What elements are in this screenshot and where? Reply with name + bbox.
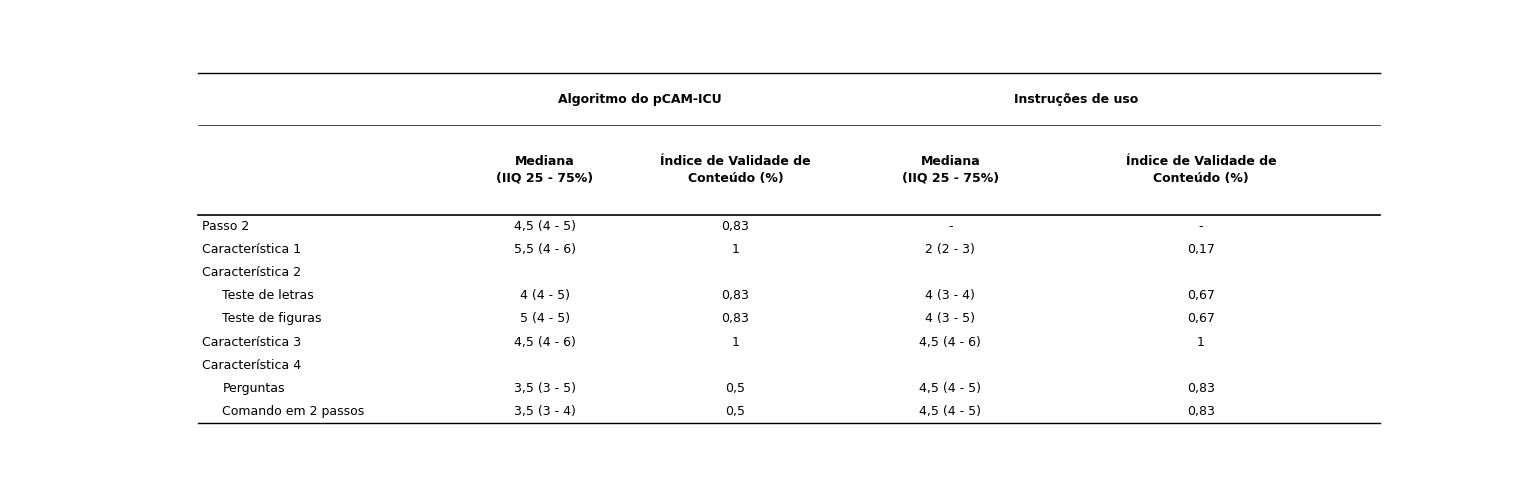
Text: Passo 2: Passo 2: [202, 220, 249, 233]
Text: Comando em 2 passos: Comando em 2 passos: [222, 405, 365, 418]
Text: Instruções de uso: Instruções de uso: [1013, 92, 1138, 106]
Text: 0,17: 0,17: [1187, 243, 1215, 256]
Text: 4,5 (4 - 5): 4,5 (4 - 5): [919, 382, 981, 395]
Text: 3,5 (3 - 5): 3,5 (3 - 5): [513, 382, 576, 395]
Text: 0,67: 0,67: [1187, 313, 1215, 325]
Text: 0,67: 0,67: [1187, 289, 1215, 302]
Text: 2 (2 - 3): 2 (2 - 3): [926, 243, 975, 256]
Text: -: -: [1198, 220, 1203, 233]
Text: Teste de letras: Teste de letras: [222, 289, 314, 302]
Text: Característica 3: Característica 3: [202, 335, 302, 348]
Text: 4 (3 - 4): 4 (3 - 4): [926, 289, 975, 302]
Text: Índice de Validade de
Conteúdo (%): Índice de Validade de Conteúdo (%): [661, 155, 812, 185]
Text: Teste de figuras: Teste de figuras: [222, 313, 322, 325]
Text: Característica 2: Característica 2: [202, 266, 302, 279]
Text: 5,5 (4 - 6): 5,5 (4 - 6): [513, 243, 576, 256]
Text: Algoritmo do pCAM-ICU: Algoritmo do pCAM-ICU: [557, 92, 722, 106]
Text: 4 (3 - 5): 4 (3 - 5): [926, 313, 975, 325]
Text: 1: 1: [732, 335, 739, 348]
Text: 0,83: 0,83: [722, 289, 750, 302]
Text: 0,5: 0,5: [725, 405, 745, 418]
Text: Mediana
(IIQ 25 - 75%): Mediana (IIQ 25 - 75%): [496, 155, 593, 185]
Text: 0,83: 0,83: [722, 313, 750, 325]
Text: Mediana
(IIQ 25 - 75%): Mediana (IIQ 25 - 75%): [902, 155, 999, 185]
Text: 4,5 (4 - 5): 4,5 (4 - 5): [919, 405, 981, 418]
Text: 4,5 (4 - 6): 4,5 (4 - 6): [514, 335, 576, 348]
Text: Índice de Validade de
Conteúdo (%): Índice de Validade de Conteúdo (%): [1126, 155, 1277, 185]
Text: 4,5 (4 - 5): 4,5 (4 - 5): [513, 220, 576, 233]
Text: 1: 1: [1197, 335, 1204, 348]
Text: 0,83: 0,83: [1187, 382, 1215, 395]
Text: Característica 4: Característica 4: [202, 359, 302, 372]
Text: 0,83: 0,83: [722, 220, 750, 233]
Text: 4,5 (4 - 6): 4,5 (4 - 6): [919, 335, 981, 348]
Text: -: -: [949, 220, 953, 233]
Text: 5 (4 - 5): 5 (4 - 5): [519, 313, 570, 325]
Text: 1: 1: [732, 243, 739, 256]
Text: Perguntas: Perguntas: [222, 382, 285, 395]
Text: 3,5 (3 - 4): 3,5 (3 - 4): [514, 405, 576, 418]
Text: 0,5: 0,5: [725, 382, 745, 395]
Text: 0,83: 0,83: [1187, 405, 1215, 418]
Text: 4 (4 - 5): 4 (4 - 5): [519, 289, 570, 302]
Text: Característica 1: Característica 1: [202, 243, 302, 256]
